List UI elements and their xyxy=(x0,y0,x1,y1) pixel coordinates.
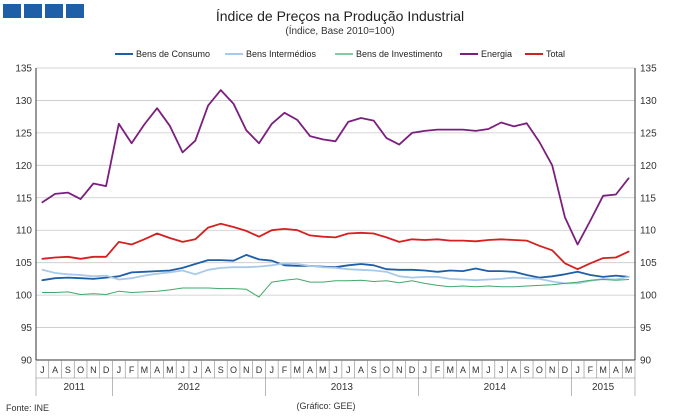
gridlines xyxy=(35,67,636,361)
year-label: 2012 xyxy=(178,382,201,393)
y-tick-label: 90 xyxy=(640,356,652,367)
legend-label-bens-de-investimento: Bens de Investimento xyxy=(356,49,443,59)
x-tick-label: D xyxy=(103,365,110,375)
x-tick-label: J xyxy=(40,365,45,375)
y-tick-label: 125 xyxy=(15,128,32,139)
x-tick-label: J xyxy=(575,365,580,375)
x-tick-label: A xyxy=(52,365,58,375)
x-tick-label: F xyxy=(282,365,288,375)
x-tick-label: M xyxy=(446,365,454,375)
x-tick-label: J xyxy=(193,365,198,375)
y-tick-label: 95 xyxy=(21,323,33,334)
x-tick-label: F xyxy=(435,365,441,375)
x-tick-label: J xyxy=(117,365,122,375)
chart-title: Índice de Preços na Produção Industrial xyxy=(216,8,464,24)
x-tick-label: F xyxy=(588,365,594,375)
x-tick-label: O xyxy=(383,365,390,375)
y-tick-label: 135 xyxy=(640,64,657,75)
x-tick-label: A xyxy=(358,365,364,375)
y-tick-label: 135 xyxy=(15,64,32,75)
chart-subtitle: (Índice, Base 2010=100) xyxy=(285,24,394,37)
x-tick-label: F xyxy=(129,365,135,375)
logo xyxy=(3,4,84,18)
y-tick-label: 115 xyxy=(16,193,32,204)
x-tick-label: S xyxy=(218,365,224,375)
x-tick-label: S xyxy=(524,365,530,375)
x-tick-label: A xyxy=(613,365,619,375)
y-tick-label: 90 xyxy=(21,356,33,367)
year-label: 2011 xyxy=(63,382,85,393)
series-group xyxy=(41,89,630,298)
x-tick-label: J xyxy=(486,365,491,375)
y-tick-label: 100 xyxy=(15,291,32,302)
x-tick-label: J xyxy=(270,365,275,375)
y-tick-label: 110 xyxy=(16,226,32,237)
x-tick-label: M xyxy=(294,365,302,375)
x-tick-label: O xyxy=(536,365,543,375)
x-tick-label: O xyxy=(230,365,237,375)
x-tick-label: D xyxy=(409,365,416,375)
series-line-bens-de-investimento xyxy=(41,278,630,298)
x-tick-label: M xyxy=(166,365,174,375)
x-tick-label: M xyxy=(319,365,327,375)
y-tick-label: 105 xyxy=(640,258,657,269)
x-tick-label: M xyxy=(599,365,607,375)
y-tick-label: 130 xyxy=(640,96,657,107)
x-tick-label: J xyxy=(499,365,504,375)
logo-block xyxy=(24,4,42,18)
x-tick-label: J xyxy=(422,365,427,375)
legend-label-total: Total xyxy=(546,49,565,59)
series-line-energia xyxy=(41,89,630,246)
x-tick-label: A xyxy=(154,365,160,375)
x-tick-label: M xyxy=(141,365,149,375)
y-axis-left: 90 95 100 105 110 115 120 125 130 135 xyxy=(15,64,32,367)
x-tick-label: M xyxy=(625,365,633,375)
source-note: Fonte: INE xyxy=(6,403,49,413)
x-tick-label: N xyxy=(243,365,250,375)
series-line-total xyxy=(41,222,630,271)
legend-label-bens-de-consumo: Bens de Consumo xyxy=(136,49,210,59)
year-label: 2013 xyxy=(331,382,354,393)
x-tick-label: S xyxy=(371,365,377,375)
logo-block xyxy=(45,4,63,18)
x-tick-label: D xyxy=(256,365,263,375)
legend-label-energia: Energia xyxy=(481,49,512,59)
y-axis-right: 90 95 100 105 110 115 120 125 130 135 xyxy=(640,64,657,367)
x-tick-label: S xyxy=(65,365,71,375)
y-tick-label: 120 xyxy=(640,161,657,172)
y-tick-label: 110 xyxy=(640,226,656,237)
logo-block xyxy=(66,4,84,18)
y-tick-label: 100 xyxy=(640,291,657,302)
year-label: 2014 xyxy=(484,382,507,393)
series-line-bens-intermedios xyxy=(41,262,630,285)
x-tick-label: A xyxy=(511,365,517,375)
x-tick-label: A xyxy=(205,365,211,375)
y-tick-label: 125 xyxy=(640,128,657,139)
y-tick-label: 120 xyxy=(15,161,32,172)
y-tick-label: 115 xyxy=(640,193,656,204)
x-tick-label: A xyxy=(460,365,466,375)
legend-label-bens-intermedios: Bens Intermédios xyxy=(246,49,317,59)
x-tick-label: J xyxy=(346,365,351,375)
x-tick-label: N xyxy=(396,365,403,375)
legend: Bens de Consumo Bens Intermédios Bens de I… xyxy=(115,49,565,59)
y-tick-label: 105 xyxy=(15,258,32,269)
x-tick-label: N xyxy=(549,365,556,375)
x-tick-label: J xyxy=(180,365,185,375)
y-tick-label: 95 xyxy=(640,323,652,334)
y-tick-label: 130 xyxy=(15,96,32,107)
x-tick-label: J xyxy=(333,365,338,375)
x-tick-label: D xyxy=(562,365,569,375)
year-label: 2015 xyxy=(592,382,615,393)
graphic-note: (Gráfico: GEE) xyxy=(296,401,355,411)
x-tick-label: A xyxy=(307,365,313,375)
logo-block xyxy=(3,4,21,18)
x-tick-label: N xyxy=(90,365,97,375)
x-tick-label: O xyxy=(77,365,84,375)
x-tick-label: M xyxy=(472,365,480,375)
